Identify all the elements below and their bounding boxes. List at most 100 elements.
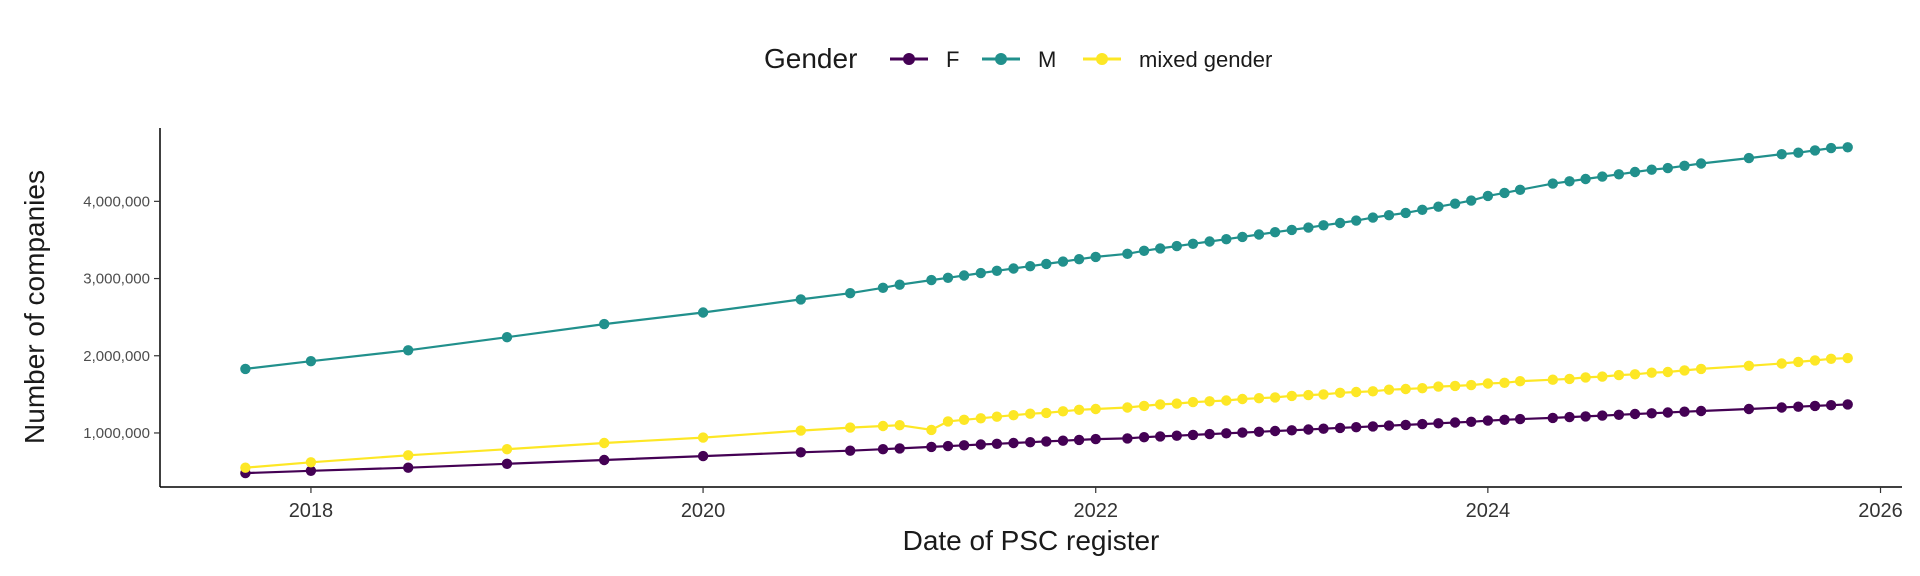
data-point-f xyxy=(1825,400,1837,411)
data-point-f xyxy=(795,447,806,458)
data-point-m xyxy=(305,356,317,367)
data-point-mixed-gender xyxy=(1776,358,1787,369)
data-point-mixed-gender xyxy=(1499,377,1510,388)
data-point-mixed-gender xyxy=(1743,360,1755,371)
data-point-f xyxy=(1171,430,1183,441)
data-point-f xyxy=(1514,413,1526,425)
data-point-m xyxy=(1122,248,1133,259)
data-point-m xyxy=(1613,169,1625,180)
data-point-mixed-gender xyxy=(894,420,905,431)
data-point-m xyxy=(1221,234,1232,245)
data-point-m xyxy=(1547,178,1559,189)
data-point-mixed-gender xyxy=(1564,373,1575,385)
legend-key-m-dot xyxy=(995,53,1007,65)
data-point-f xyxy=(1090,433,1101,445)
data-point-m xyxy=(1400,207,1411,219)
data-point-f xyxy=(1547,412,1559,424)
data-point-f xyxy=(1122,433,1133,444)
data-point-mixed-gender xyxy=(1482,378,1494,389)
data-point-mixed-gender xyxy=(1597,371,1608,382)
data-point-f xyxy=(1564,411,1575,423)
data-point-m xyxy=(403,345,414,356)
data-point-m xyxy=(1825,142,1837,154)
data-point-mixed-gender xyxy=(1679,365,1690,376)
data-point-f xyxy=(305,465,317,476)
series-line-m xyxy=(245,146,1848,370)
data-point-f xyxy=(1743,403,1755,415)
data-point-m xyxy=(1057,256,1069,267)
data-point-f xyxy=(1253,426,1265,437)
data-point-mixed-gender xyxy=(1466,379,1477,391)
data-point-f xyxy=(1318,423,1329,434)
data-point-f xyxy=(1303,424,1314,435)
data-point-m xyxy=(1809,145,1821,156)
data-point-f xyxy=(942,440,954,452)
data-point-mixed-gender xyxy=(1809,355,1821,366)
data-point-m xyxy=(1204,236,1215,247)
data-point-f xyxy=(1286,425,1298,436)
data-point-f xyxy=(1662,407,1674,418)
data-point-f xyxy=(1482,415,1494,426)
y-tick-label: 3,000,000 xyxy=(83,271,150,288)
data-point-f xyxy=(1138,432,1150,443)
data-point-m xyxy=(958,270,970,281)
data-point-m xyxy=(1269,227,1281,238)
data-point-mixed-gender xyxy=(1155,399,1166,410)
data-point-f xyxy=(1597,410,1608,421)
legend-key-mixed-gender: mixed gender xyxy=(1083,47,1272,72)
data-point-mixed-gender xyxy=(942,416,954,427)
data-point-m xyxy=(697,307,709,318)
data-point-mixed-gender xyxy=(697,432,709,443)
data-point-m xyxy=(1646,164,1657,175)
data-point-m xyxy=(1433,201,1444,212)
data-point-m xyxy=(1514,184,1526,195)
data-point-m xyxy=(1025,261,1036,272)
data-point-m xyxy=(1679,160,1690,171)
data-point-m xyxy=(1776,149,1787,160)
data-point-m xyxy=(1303,222,1314,233)
data-point-mixed-gender xyxy=(1351,386,1362,398)
data-point-m xyxy=(1090,251,1101,263)
data-point-f xyxy=(991,438,1003,449)
data-point-m xyxy=(1383,210,1395,221)
data-point-f xyxy=(1646,408,1657,419)
x-tick-label: 2018 xyxy=(289,500,334,522)
data-point-m xyxy=(1138,245,1150,256)
data-point-mixed-gender xyxy=(975,413,986,424)
data-point-m xyxy=(1253,229,1265,240)
data-point-mixed-gender xyxy=(1204,396,1215,407)
data-point-mixed-gender xyxy=(1433,381,1444,392)
x-tick-label: 2024 xyxy=(1466,500,1511,522)
data-point-mixed-gender xyxy=(1646,367,1657,378)
data-point-f xyxy=(1008,437,1019,449)
legend-key-m: M xyxy=(982,47,1056,72)
data-point-mixed-gender xyxy=(877,420,889,432)
data-point-f xyxy=(501,458,513,469)
data-point-f xyxy=(845,445,856,456)
data-point-m xyxy=(795,294,806,305)
data-point-mixed-gender xyxy=(1449,380,1461,392)
data-point-m xyxy=(1155,243,1166,254)
data-point-mixed-gender xyxy=(1417,383,1428,394)
data-point-f xyxy=(926,441,937,453)
data-point-f xyxy=(1580,411,1591,422)
data-point-mixed-gender xyxy=(1580,372,1591,383)
data-point-mixed-gender xyxy=(926,424,937,436)
data-point-mixed-gender xyxy=(1286,390,1298,402)
data-point-m xyxy=(599,318,610,330)
data-point-mixed-gender xyxy=(501,444,513,455)
data-point-mixed-gender xyxy=(1383,384,1395,395)
data-point-m xyxy=(1417,204,1428,215)
legend-label-f: F xyxy=(946,47,959,72)
x-axis-ticks: 2018 2020 2022 2024 2026 xyxy=(289,487,1903,522)
data-point-mixed-gender xyxy=(1793,356,1804,368)
data-point-mixed-gender xyxy=(1695,363,1707,375)
data-point-mixed-gender xyxy=(1334,387,1346,398)
data-point-f xyxy=(1400,419,1411,431)
data-point-m xyxy=(1743,152,1755,164)
data-point-m xyxy=(1041,258,1052,270)
data-point-f xyxy=(1499,414,1510,425)
x-tick-label: 2026 xyxy=(1858,500,1903,522)
data-point-m xyxy=(1073,254,1085,265)
data-point-mixed-gender xyxy=(1057,406,1069,417)
